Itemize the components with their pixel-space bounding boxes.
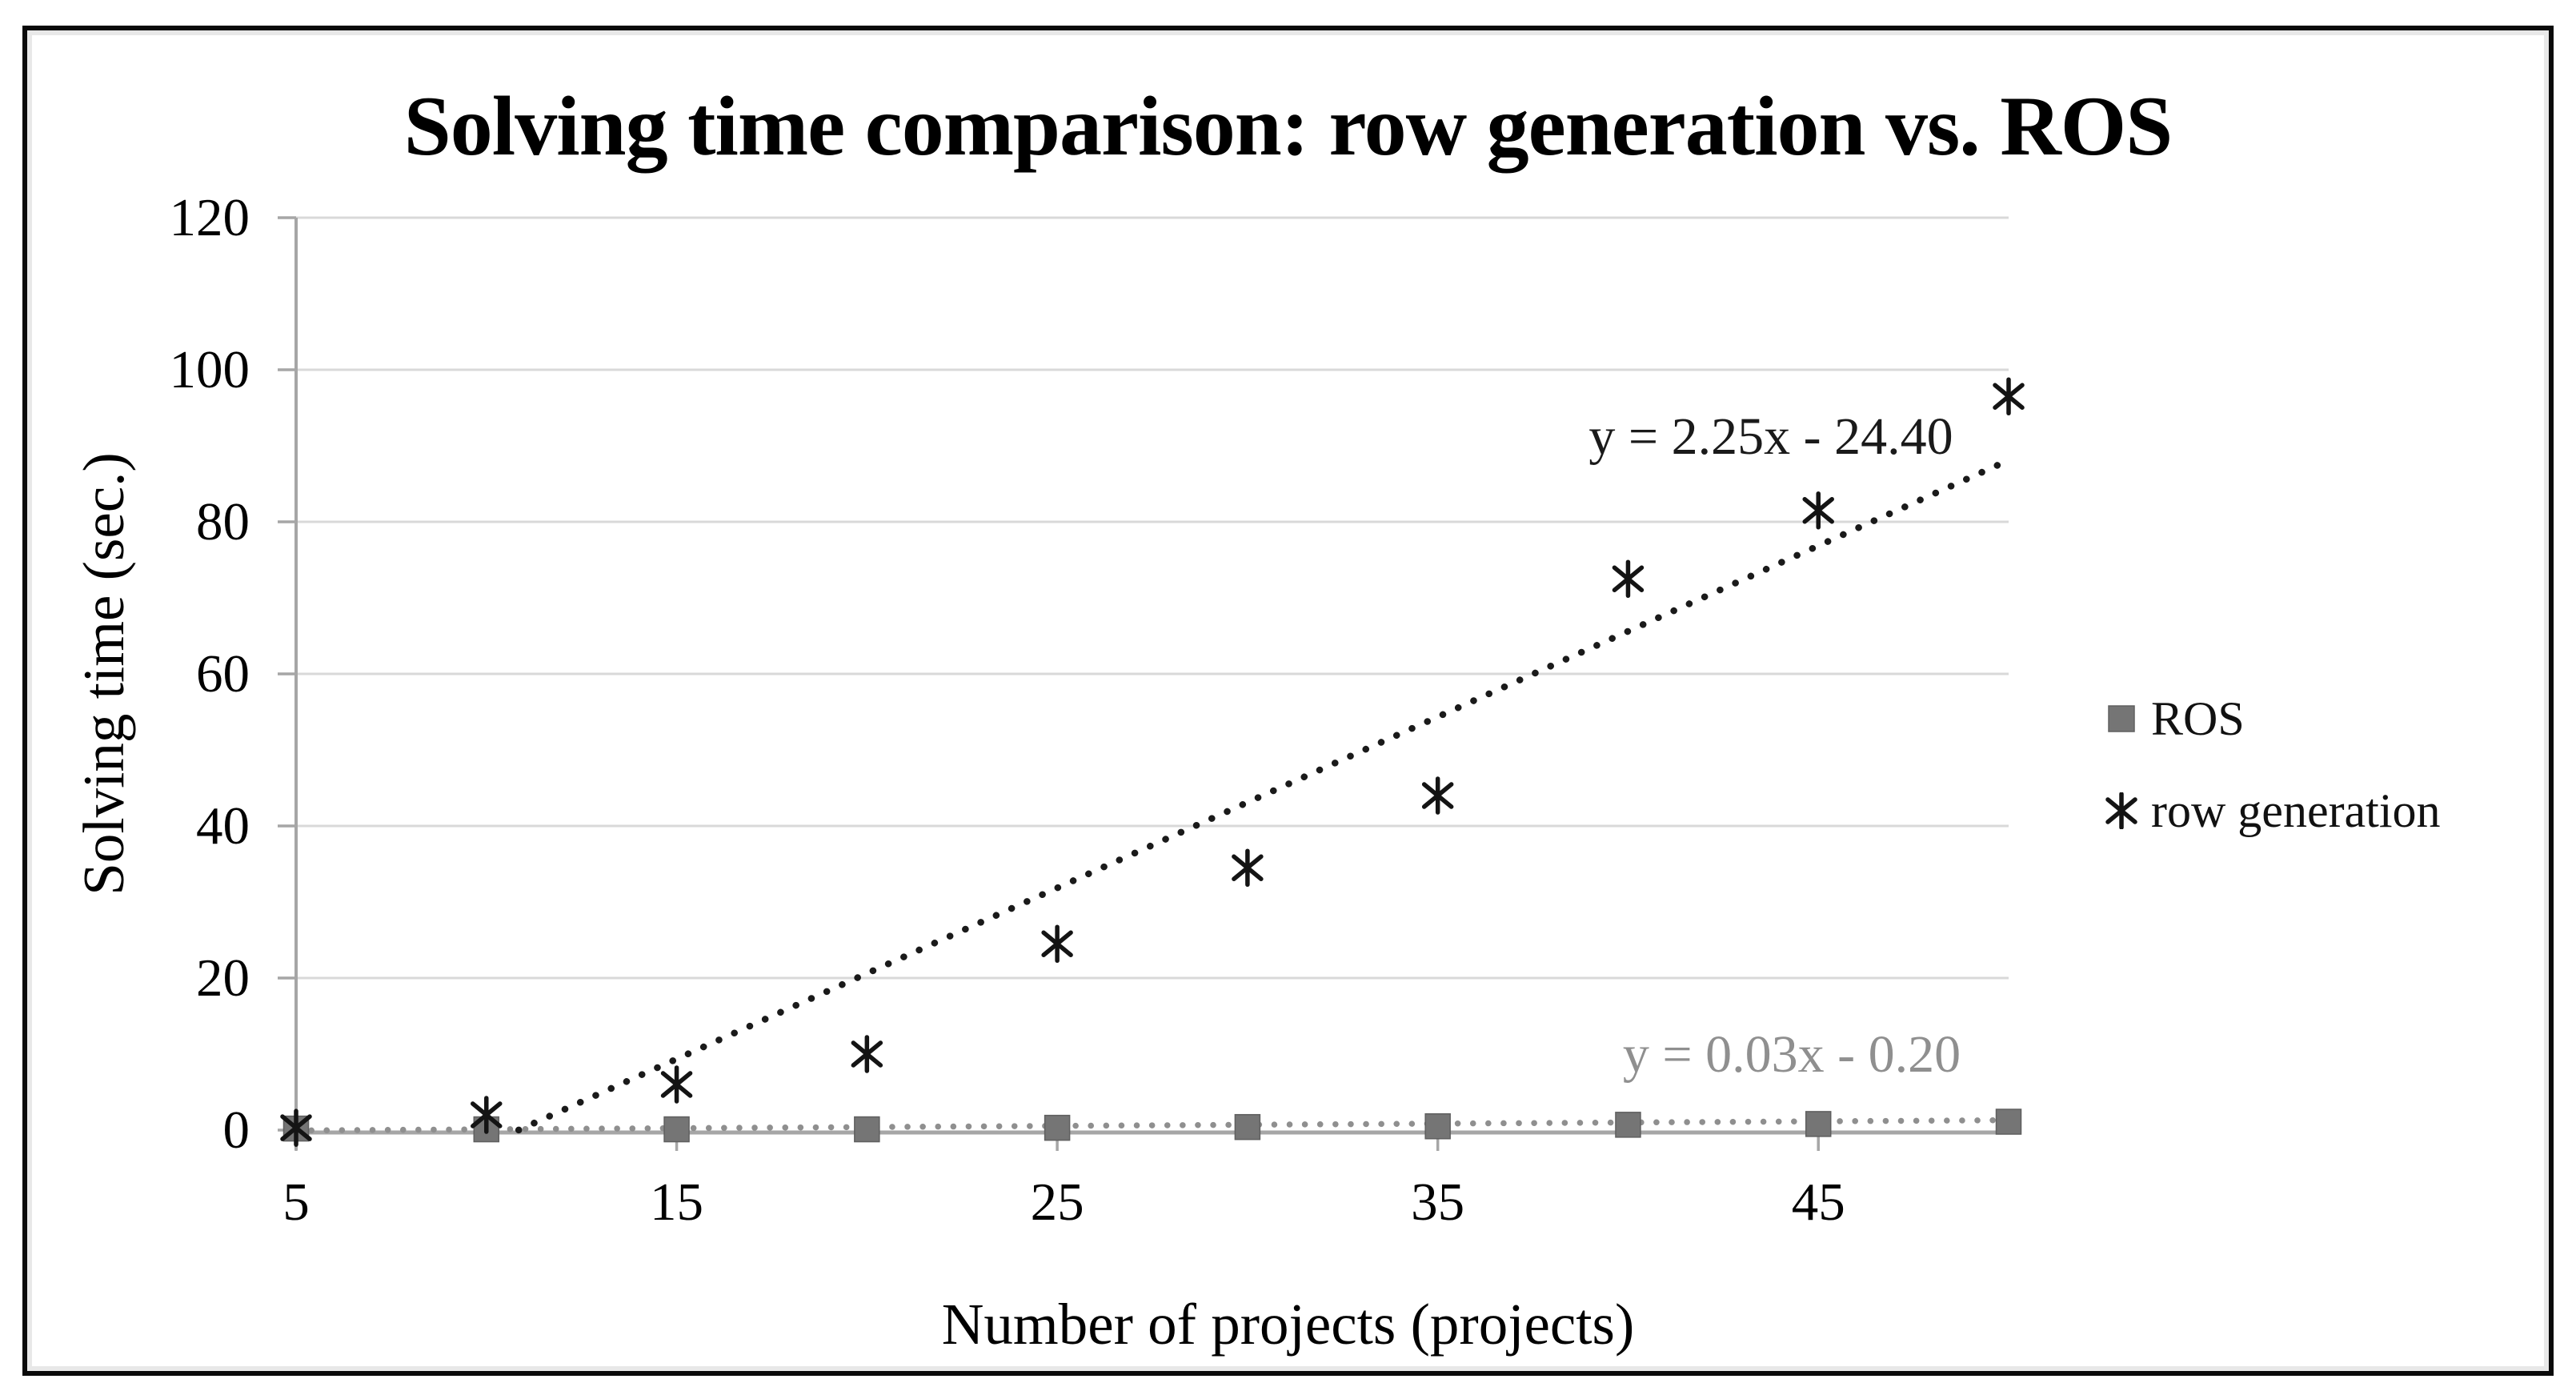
data-point-row-generation — [280, 1108, 312, 1147]
trendline-equation-ros: y = 0.03x - 0.20 — [1622, 1025, 1961, 1084]
x-tick-label: 5 — [282, 1173, 310, 1232]
chart-title: Solving time comparison: row generation … — [403, 79, 2173, 173]
x-tick-label: 15 — [650, 1173, 704, 1232]
data-point-ros — [854, 1116, 880, 1143]
data-point-ros — [1995, 1108, 2022, 1135]
x-tick-label: 45 — [1791, 1173, 1845, 1232]
data-point-row-generation — [471, 1096, 503, 1134]
data-point-ros — [1615, 1112, 1641, 1138]
data-point-ros — [1424, 1113, 1451, 1140]
trendline-equation-row-generation: y = 2.25x - 24.40 — [1588, 407, 1953, 466]
x-tick-label: 25 — [1030, 1173, 1084, 1232]
square-icon — [2108, 705, 2135, 732]
x-tick-label: 35 — [1411, 1173, 1465, 1232]
legend-item-ros: ROS — [2103, 690, 2245, 748]
chart-border — [22, 26, 2554, 1376]
y-tick-label: 100 — [169, 340, 250, 399]
data-point-row-generation — [1802, 491, 1834, 530]
y-tick-label: 60 — [196, 644, 250, 704]
y-tick-label: 40 — [196, 796, 250, 856]
asterisk-icon — [2105, 792, 2137, 829]
data-point-row-generation — [1612, 559, 1645, 598]
data-point-ros — [1044, 1114, 1071, 1141]
data-point-row-generation — [1421, 776, 1454, 815]
y-tick-label: 20 — [196, 948, 250, 1008]
trendline-row-generation — [515, 456, 2013, 1134]
data-point-row-generation — [1993, 377, 2025, 415]
trendline-ros — [293, 1116, 2012, 1134]
data-point-row-generation — [851, 1035, 883, 1073]
data-point-ros — [663, 1116, 690, 1143]
data-point-row-generation — [1041, 924, 1073, 963]
y-tick-label: 0 — [222, 1100, 250, 1160]
data-point-ros — [1234, 1113, 1261, 1140]
x-axis-title: Number of projects (projects) — [941, 1292, 1635, 1357]
legend-item-row-generation: row generation — [2103, 782, 2441, 840]
y-tick-label: 80 — [196, 492, 250, 551]
y-tick-label: 120 — [169, 188, 250, 247]
data-point-row-generation — [1232, 848, 1264, 887]
legend-label-ros: ROS — [2151, 692, 2245, 745]
legend-label-row-generation: row generation — [2151, 784, 2441, 837]
data-point-row-generation — [660, 1065, 693, 1104]
data-point-ros — [1805, 1111, 1832, 1137]
